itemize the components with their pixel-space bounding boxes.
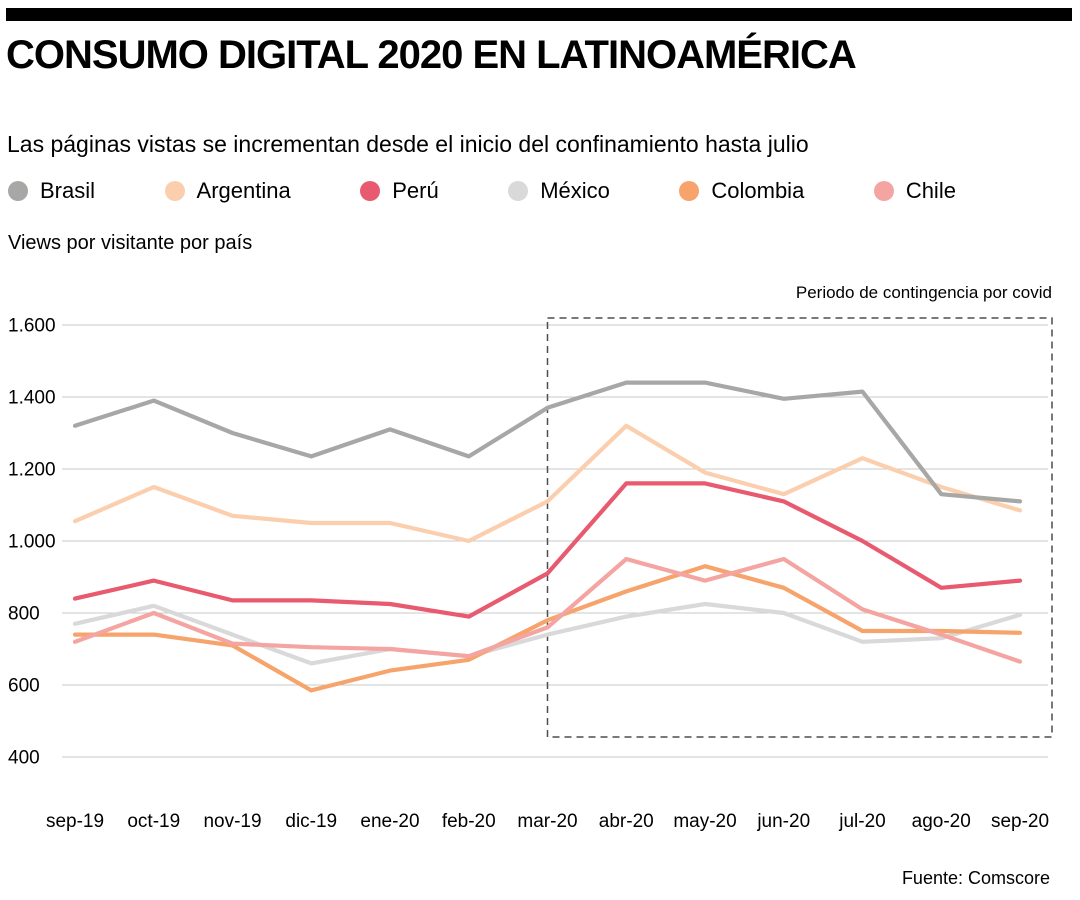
legend-item-colombia: Colombia	[679, 178, 804, 204]
legend-label: Perú	[392, 178, 439, 203]
line-chart: 400 600 800 1.000 1.200 1.400 1.600 sep-19 oct-1…	[0, 300, 1080, 860]
legend-label: Colombia	[711, 178, 805, 203]
legend-dot-argentina	[164, 181, 185, 201]
legend-label: Argentina	[196, 178, 291, 203]
x-tick-label: sep-20	[991, 811, 1049, 832]
x-tick-label: oct-19	[127, 811, 180, 832]
y-tick-label: 400	[8, 748, 40, 769]
legend-dot-colombia	[679, 181, 700, 201]
x-tick-label: jun-20	[756, 811, 810, 832]
legend-label: Brasil	[40, 178, 96, 203]
y-tick-label: 600	[8, 676, 40, 697]
x-tick-label: sep-19	[46, 811, 104, 832]
y-axis-title: Views por visitante por país	[8, 232, 253, 254]
covid-period-annotation: Periodo de contingencia por covid	[795, 283, 1052, 302]
line-brasil	[72, 380, 1023, 504]
legend-label: México	[540, 178, 610, 203]
x-tick-label: mar-20	[517, 811, 577, 832]
chart-subtitle: Las páginas vistas se incrementan desde …	[7, 131, 809, 157]
chart-svg: 400 600 800 1.000 1.200 1.400 1.600 sep-19 oct-1…	[8, 316, 1053, 832]
legend-dot-brasil	[8, 181, 28, 201]
legend-item-argentina: Argentina	[164, 178, 291, 204]
y-tick-label: 800	[8, 604, 40, 625]
legend: Brasil Argentina Perú México Colombia Chile	[8, 178, 956, 204]
legend-item-mexico: México	[508, 178, 610, 204]
legend-item-chile: Chile	[873, 178, 956, 204]
legend-label: Chile	[905, 178, 956, 203]
y-tick-label: 1.000	[8, 532, 56, 553]
line-peru	[72, 481, 1023, 619]
y-tick-label: 1.400	[8, 388, 56, 409]
legend-dot-mexico	[508, 181, 529, 201]
page-title: CONSUMO DIGITAL 2020 EN LATINOAMÉRICA	[6, 33, 857, 77]
x-tick-label: ago-20	[912, 811, 971, 832]
x-tick-label: nov-19	[203, 811, 261, 832]
x-tick-label: abr-20	[599, 811, 654, 832]
source-credit: Fuente: Comscore	[901, 868, 1050, 888]
covid-period-box	[546, 317, 1053, 738]
x-tick-label: may-20	[673, 811, 736, 832]
y-tick-label: 1.200	[8, 460, 56, 481]
line-argentina	[72, 423, 1023, 544]
line-mexico	[72, 601, 1023, 666]
x-tick-label: jul-20	[838, 811, 885, 832]
x-tick-label: feb-20	[442, 811, 496, 832]
legend-item-peru: Perú	[360, 178, 439, 204]
legend-dot-chile	[873, 181, 894, 201]
x-tick-label: ene-20	[360, 811, 419, 832]
x-tick-label: dic-19	[285, 811, 337, 832]
top-rule	[6, 8, 1072, 21]
legend-item-brasil: Brasil	[8, 178, 95, 204]
y-tick-label: 1.600	[8, 316, 56, 337]
line-chile	[72, 556, 1023, 664]
legend-dot-peru	[360, 181, 381, 201]
